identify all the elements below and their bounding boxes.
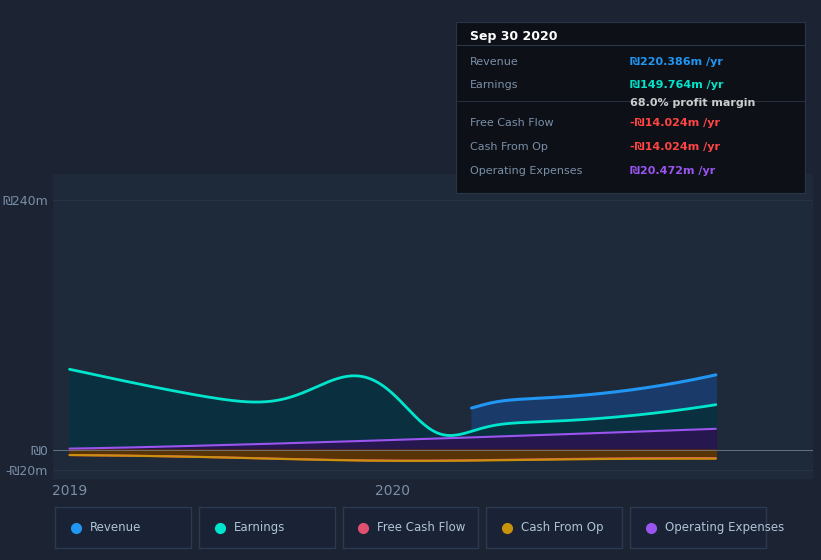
- Text: Earnings: Earnings: [470, 81, 518, 91]
- Text: -₪14.024m /yr: -₪14.024m /yr: [631, 142, 720, 152]
- FancyBboxPatch shape: [55, 507, 190, 548]
- Text: ₪220.386m /yr: ₪220.386m /yr: [631, 57, 723, 67]
- Text: Free Cash Flow: Free Cash Flow: [470, 118, 553, 128]
- Text: Free Cash Flow: Free Cash Flow: [377, 521, 466, 534]
- Text: Sep 30 2020: Sep 30 2020: [470, 30, 557, 43]
- FancyBboxPatch shape: [343, 507, 478, 548]
- Text: Revenue: Revenue: [89, 521, 141, 534]
- Text: ₪149.764m /yr: ₪149.764m /yr: [631, 81, 723, 91]
- Text: Cash From Op: Cash From Op: [521, 521, 603, 534]
- Text: ₪20.472m /yr: ₪20.472m /yr: [631, 166, 715, 176]
- Text: -₪14.024m /yr: -₪14.024m /yr: [631, 118, 720, 128]
- Text: Operating Expenses: Operating Expenses: [665, 521, 784, 534]
- Text: 68.0% profit margin: 68.0% profit margin: [631, 99, 755, 109]
- Text: Operating Expenses: Operating Expenses: [470, 166, 582, 176]
- Text: Earnings: Earnings: [233, 521, 285, 534]
- Text: Cash From Op: Cash From Op: [470, 142, 548, 152]
- FancyBboxPatch shape: [487, 507, 622, 548]
- FancyBboxPatch shape: [631, 507, 766, 548]
- Text: Revenue: Revenue: [470, 57, 518, 67]
- FancyBboxPatch shape: [199, 507, 335, 548]
